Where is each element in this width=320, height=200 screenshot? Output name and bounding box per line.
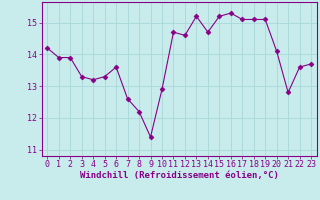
X-axis label: Windchill (Refroidissement éolien,°C): Windchill (Refroidissement éolien,°C) [80,171,279,180]
